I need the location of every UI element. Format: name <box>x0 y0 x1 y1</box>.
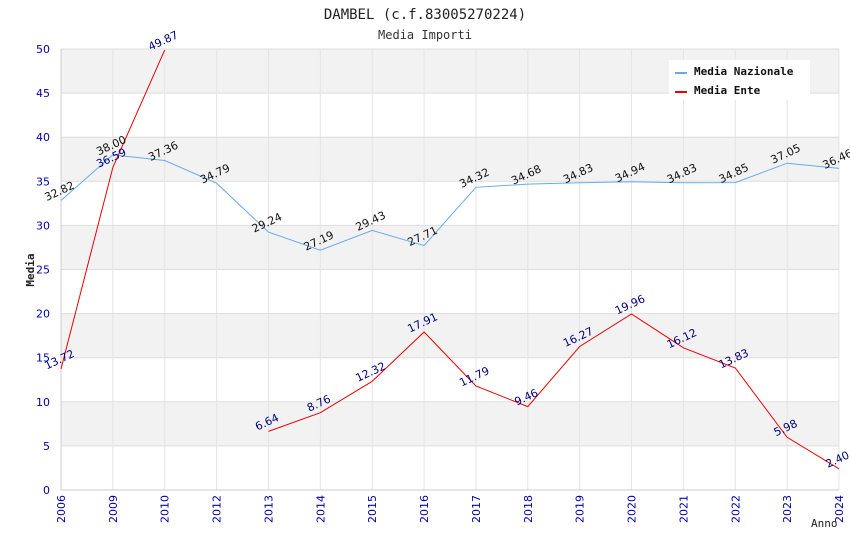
x-tick-label: 2020 <box>626 495 639 523</box>
y-tick-labels: 0 5 10 15 20 25 30 35 40 45 50 <box>36 43 50 497</box>
y-tick-label: 0 <box>43 484 50 497</box>
y-tick-label: 50 <box>36 43 50 56</box>
plot-band <box>61 401 839 446</box>
chart-subtitle: Media Importi <box>378 28 472 42</box>
x-tick-label: 2018 <box>522 495 535 523</box>
series-line-media-nazionale <box>60 154 840 251</box>
x-tick-label: 2022 <box>729 495 742 523</box>
plot-band <box>61 181 839 226</box>
legend-label-media-ente: Media Ente <box>694 84 761 97</box>
y-tick-label: 30 <box>36 219 50 232</box>
plot-band <box>61 269 839 314</box>
y-tick-label: 40 <box>36 131 50 144</box>
y-tick-label: 35 <box>36 175 50 188</box>
x-axis-title: Anno <box>811 517 838 530</box>
y-tick-label: 10 <box>36 396 50 409</box>
plot-band <box>61 93 839 138</box>
x-tick-label: 2013 <box>262 495 275 523</box>
x-tick-label: 2014 <box>314 495 327 523</box>
legend: Media Nazionale Media Ente <box>669 60 810 100</box>
y-tick-label: 45 <box>36 87 50 100</box>
x-tick-label: 2012 <box>211 495 224 523</box>
series-line-media-ente <box>268 313 840 470</box>
y-tick-label: 20 <box>36 308 50 321</box>
x-tick-label: 2015 <box>366 495 379 523</box>
x-tick-label: 2023 <box>781 495 794 523</box>
x-tick-label: 2021 <box>677 495 690 523</box>
plot-band <box>61 445 839 490</box>
x-tick-label: 2006 <box>55 495 68 523</box>
x-tick-label: 2009 <box>107 495 120 523</box>
x-tick-label: 2019 <box>574 495 587 523</box>
x-tick-label: 2016 <box>418 495 431 523</box>
y-tick-label: 5 <box>43 440 50 453</box>
x-tick-labels: 2006 2009 2010 2012 2013 2014 2015 2016 2017 2018… <box>55 495 846 523</box>
axes <box>60 49 839 491</box>
y-axis-title: Media <box>24 253 37 286</box>
legend-box <box>669 60 810 100</box>
series-lines <box>60 49 840 470</box>
series-line-media-ente <box>60 49 166 370</box>
chart-title: DAMBEL (c.f.83005270224) <box>324 7 526 23</box>
x-tick-label: 2010 <box>159 495 172 523</box>
plot-band <box>61 137 839 182</box>
plot-band <box>61 225 839 270</box>
x-tick-label: 2017 <box>470 495 483 523</box>
plot-band <box>61 313 839 358</box>
y-tick-label: 15 <box>36 352 50 365</box>
plot-bands <box>61 49 839 490</box>
plot-band <box>61 357 839 402</box>
x-tick-label: 2024 <box>833 495 846 523</box>
legend-label-media-nazionale: Media Nazionale <box>694 65 794 78</box>
y-tick-label: 25 <box>36 264 50 277</box>
